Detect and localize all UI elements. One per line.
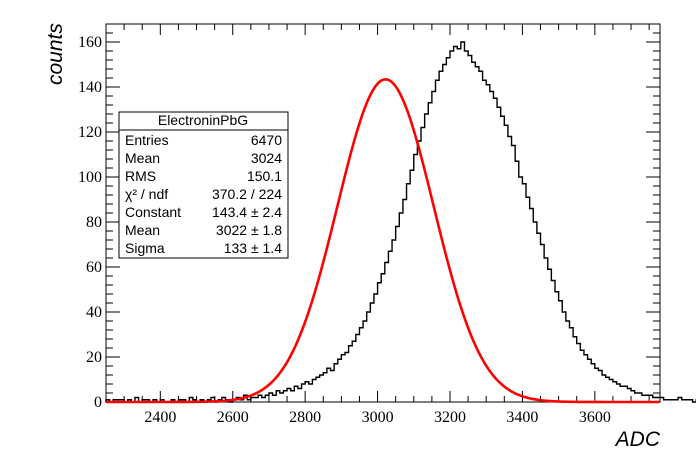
stats-row-label: χ² / ndf (125, 186, 168, 202)
y-axis-title: counts (44, 23, 67, 85)
stats-row-value: 3022 ± 1.8 (216, 222, 282, 238)
x-axis-title: ADC (614, 428, 661, 451)
y-tick-label: 140 (78, 79, 102, 96)
stats-row-label: Mean (125, 150, 160, 166)
x-tick-label: 2400 (144, 409, 176, 426)
stats-box-frame (118, 111, 289, 259)
y-tick-label: 100 (78, 169, 102, 186)
stats-box: ElectroninPbG Entries 6470 Mean 3024 RMS 150.… (118, 111, 289, 259)
y-tick-label: 120 (78, 124, 102, 141)
x-tick-label: 3600 (579, 409, 611, 426)
stats-row-value: 3024 (251, 150, 282, 166)
stats-row-label: Constant (125, 204, 181, 220)
y-tick-label: 0 (94, 394, 102, 411)
x-axis-ticks: 2400 2600 2800 3000 3200 3400 3600 (123, 24, 650, 426)
x-tick-label: 3000 (362, 409, 394, 426)
y-tick-label: 20 (86, 349, 102, 366)
stats-row-value: 143.4 ± 2.4 (212, 204, 282, 220)
stats-row-label: Entries (125, 132, 169, 148)
stats-row-label: Sigma (125, 240, 165, 256)
stats-row-value: 133 ± 1.4 (224, 240, 282, 256)
y-tick-label: 60 (86, 259, 102, 276)
stats-row-value: 370.2 / 224 (212, 186, 282, 202)
x-tick-label: 3200 (434, 409, 466, 426)
x-tick-label: 2600 (217, 409, 249, 426)
stats-row-value: 6470 (251, 132, 282, 148)
y-tick-label: 80 (86, 214, 102, 231)
x-tick-label: 3400 (506, 409, 538, 426)
y-tick-label: 160 (78, 34, 102, 51)
stats-row-label: Mean (125, 222, 160, 238)
y-axis-ticks: 0 20 40 60 80 100 120 140 160 (78, 32, 660, 411)
gaussian-fit-curve (106, 78, 660, 404)
stats-rows: Entries 6470 Mean 3024 RMS 150.1 χ² / ndf 370.2… (125, 132, 282, 256)
histogram-outline (105, 41, 696, 403)
x-tick-label: 2800 (289, 409, 321, 426)
y-tick-label: 40 (86, 304, 102, 321)
stats-row-label: RMS (125, 168, 156, 184)
stats-title: ElectroninPbG (158, 112, 248, 128)
stats-row-value: 150.1 (247, 168, 282, 184)
